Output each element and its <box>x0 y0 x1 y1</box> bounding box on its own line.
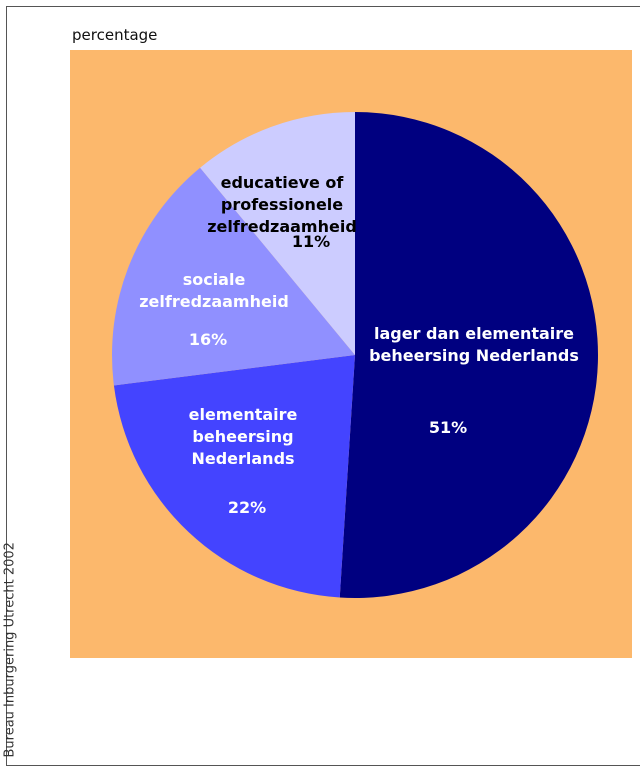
value-label: 22% <box>227 498 267 517</box>
pie-slice <box>111 167 355 386</box>
slice-label: educatieve of professionele zelfredzaamh… <box>207 173 357 236</box>
pie-slice <box>339 112 598 598</box>
subtitle: percentage <box>72 26 158 44</box>
pie-slice <box>113 355 355 598</box>
slice-label: sociale zelfredzaamheid <box>139 270 289 311</box>
slice-label: elementaire beheersing Nederlands <box>188 405 298 468</box>
slice-label: lager dan elementaire beheersing Nederla… <box>369 324 579 365</box>
value-label: 51% <box>428 418 468 437</box>
pie-slice <box>200 112 355 355</box>
value-label: 11% <box>291 232 331 251</box>
value-label: 16% <box>188 330 228 349</box>
